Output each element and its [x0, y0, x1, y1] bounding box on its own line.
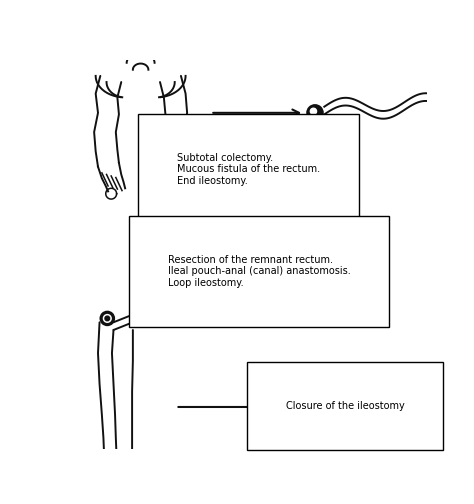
Text: Resection of the remnant rectum.
Ileal pouch-anal (canal) anastomosis.
Loop ileo: Resection of the remnant rectum. Ileal p… [168, 255, 350, 288]
Circle shape [310, 108, 317, 114]
Circle shape [307, 105, 323, 120]
Circle shape [105, 316, 109, 321]
Circle shape [103, 314, 111, 322]
Text: Subtotal colectomy.
Mucous fistula of the rectum.
End ileostomy.: Subtotal colectomy. Mucous fistula of th… [177, 153, 320, 186]
Circle shape [100, 311, 114, 326]
Text: Closure of the ileostomy: Closure of the ileostomy [285, 401, 404, 411]
